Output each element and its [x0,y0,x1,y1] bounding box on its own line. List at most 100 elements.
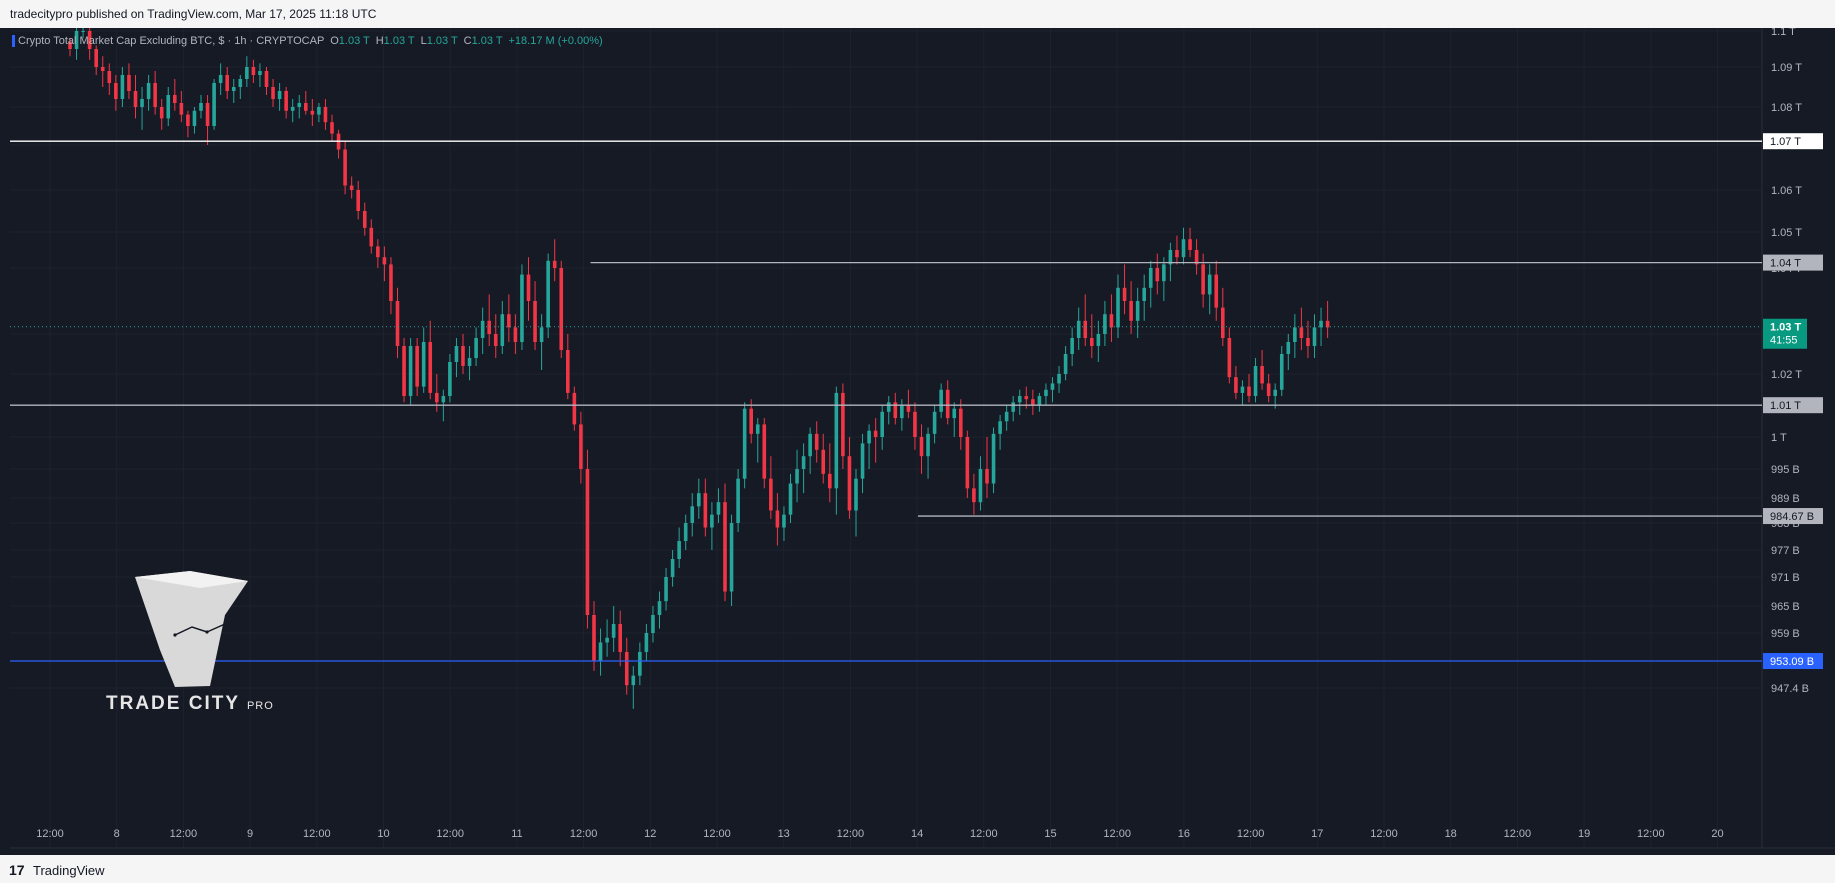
candle-body-79 [585,469,590,615]
candle-body-88 [644,633,649,652]
candle-63 [480,307,485,354]
candle-body-56 [435,392,439,403]
candle-175 [1214,260,1219,321]
candle-107 [769,456,773,519]
x-tick-label-13: 14 [911,828,923,840]
candle-body-153 [1070,338,1074,354]
candle-body-30 [264,71,269,87]
candle-body-183 [1266,383,1271,397]
candle-body-97 [703,493,708,528]
y-tick-label-0: 1.1 T [1771,28,1796,38]
y-tick-label-1: 1.09 T [1771,62,1802,74]
candle-body-64 [487,320,491,334]
candle-body-5 [100,67,105,71]
candle-187 [1293,314,1297,358]
candle-138 [972,473,976,515]
candle-118 [841,383,845,469]
candle-body-134 [945,389,950,419]
candle-150 [1050,377,1055,403]
candle-body-67 [507,314,511,328]
candle-64 [487,294,491,346]
candle-29 [258,63,262,87]
candle-48 [382,246,387,282]
candle-body-14 [159,107,164,119]
candle-body-53 [415,346,419,387]
candle-body-99 [716,502,721,515]
candle-99 [716,488,721,523]
candle-131 [926,427,930,479]
candle-14 [159,99,164,130]
candle-body-143 [1004,411,1009,422]
candle-body-121 [860,443,865,479]
candle-body-192 [1325,320,1330,328]
price-axis[interactable]: 1.1 T 1.09 T 1.08 T 1.07 T 1.06 T 1.05 T 1.04 … [1771,28,1809,695]
candle-body-138 [972,488,976,503]
price-label-0: 1.07 T [1770,136,1801,148]
candle-body-10 [133,91,138,107]
candle-body-117 [834,392,839,489]
candle-body-155 [1083,320,1088,338]
candle-76 [566,334,570,400]
candle-126 [893,392,898,425]
candle-body-28 [251,67,256,75]
candle-body-87 [638,651,642,676]
candle-body-92 [670,559,675,577]
candle-body-139 [978,469,983,503]
candle-body-130 [919,437,924,457]
candle-body-172 [1194,250,1199,265]
candle-133 [939,383,943,419]
tradingview-brand: TradingView [33,863,105,878]
candle-181 [1253,358,1258,403]
candle-7 [114,75,118,111]
candle-179 [1240,380,1245,406]
candle-body-57 [441,396,446,403]
candle-149 [1044,383,1048,406]
candle-3 [87,28,92,60]
candle-47 [376,239,380,268]
candle-body-164 [1142,287,1146,301]
candle-body-159 [1109,314,1114,328]
price-chart[interactable]: 1.1 T 1.09 T 1.08 T 1.07 T 1.06 T 1.05 T 1.04 … [0,28,1835,855]
y-tick-label-13: 977 B [1771,545,1800,557]
horizontal-lines[interactable] [10,140,1762,662]
candle-body-103 [742,408,747,479]
time-axis[interactable]: 12:00 8 12:00 9 12:00 10 12:00 11 12:00 12 12:00 13… [36,828,1723,840]
candle-103 [742,402,747,489]
candle-66 [500,301,505,354]
y-tick-label-4: 1.06 T [1771,185,1802,197]
candle-body-29 [258,71,262,75]
candle-body-8 [120,75,125,99]
candle-body-83 [611,624,616,638]
y-tick-label-2: 1.08 T [1771,102,1802,114]
logo-brand: TRADE CITY [106,693,240,714]
candle-100 [723,483,727,602]
candle-152 [1063,346,1068,381]
candle-21 [205,95,210,145]
candle-4 [94,45,98,75]
x-tick-label-21: 18 [1445,828,1457,840]
candle-body-72 [539,327,544,342]
candle-147 [1031,389,1035,415]
candle-180 [1247,374,1251,403]
candle-83 [611,606,616,652]
candle-body-0 [68,41,72,49]
candle-169 [1175,235,1179,265]
x-tick-label-17: 16 [1178,828,1190,840]
candle-119 [847,437,852,519]
publish-banner: tradecitypro published on TradingView.co… [0,0,1835,28]
candle-body-118 [841,392,845,457]
candle-142 [998,414,1002,450]
candle-body-35 [297,103,302,107]
trade-city-logo-icon [135,571,248,687]
candle-37 [310,99,315,126]
candle-body-181 [1253,366,1258,397]
candle-body-185 [1279,354,1284,390]
candle-body-133 [939,389,943,412]
candle-39 [323,99,328,130]
candle-13 [153,71,157,115]
candle-body-60 [461,346,465,366]
candle-174 [1207,264,1212,315]
x-tick-label-22: 12:00 [1504,828,1532,840]
candle-82 [605,619,609,657]
candle-127 [900,399,904,431]
